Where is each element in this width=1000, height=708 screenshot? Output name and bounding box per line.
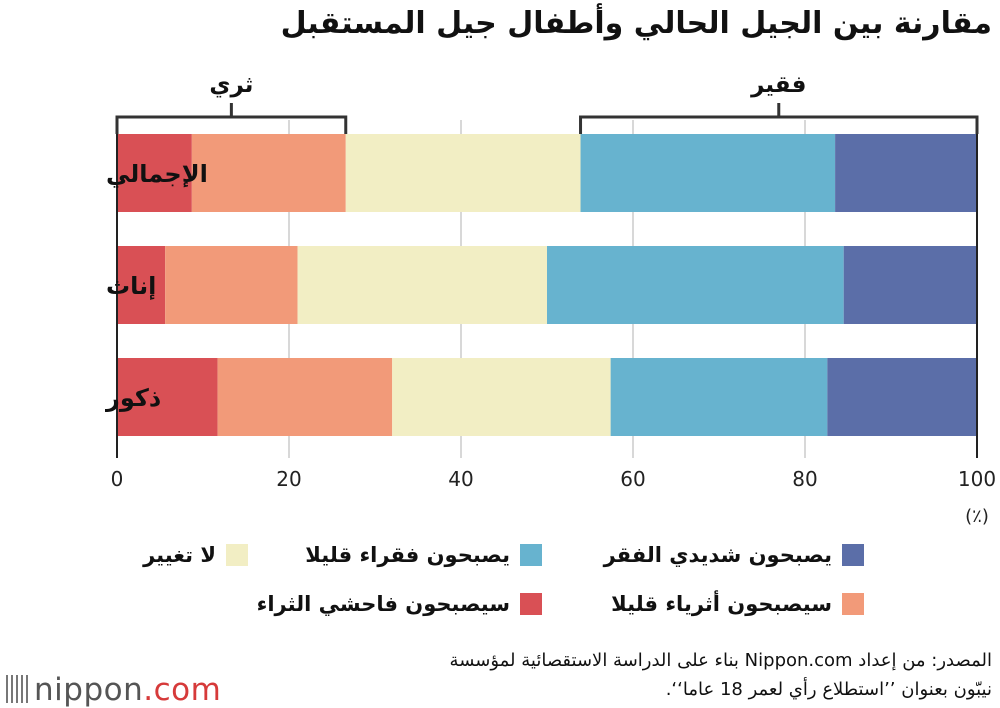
bar-very_rich-1 bbox=[117, 246, 166, 324]
source-line-2: نيبّون بعنوان ’’استطلاع رأي لعمر 18 عاما… bbox=[665, 679, 992, 700]
x-tick-label-40: 40 bbox=[448, 467, 473, 491]
x-tick-label-100: 100 bbox=[958, 467, 996, 491]
logo-name: nippon bbox=[34, 672, 144, 708]
legend-swatch-very-rich bbox=[520, 593, 542, 615]
x-tick-label-0: 0 bbox=[111, 467, 124, 491]
legend-item-very-rich: سيصبحون فاحشي الثراء bbox=[257, 592, 542, 616]
x-tick-label-80: 80 bbox=[792, 467, 817, 491]
x-axis-unit: (٪) bbox=[965, 506, 989, 527]
bar-very_rich-0 bbox=[117, 134, 192, 212]
legend-swatch-bit-poor bbox=[520, 544, 542, 566]
legend-item-very-poor: يصبحون شديدي الفقر bbox=[604, 543, 864, 567]
bar-no_change-0 bbox=[345, 134, 581, 212]
bar-bit_rich-1 bbox=[165, 246, 298, 324]
nippon-logo: nippon.com bbox=[6, 672, 221, 708]
legend-swatch-bit-rich bbox=[842, 593, 864, 615]
logo-bars-icon bbox=[6, 675, 28, 703]
bar-very_poor-0 bbox=[835, 134, 977, 212]
stacked-bar-chart: 0 20 40 60 80 100 (٪) الإجمالي إناث ذكور ثري فقير bbox=[105, 72, 996, 527]
legend-item-bit-rich: سيصبحون أثرياء قليلا bbox=[611, 592, 864, 616]
bar-no_change-2 bbox=[392, 358, 611, 436]
bar-bit_poor-1 bbox=[547, 246, 844, 324]
bar-bit_rich-0 bbox=[191, 134, 346, 212]
category-label-2: ذكور bbox=[105, 384, 161, 412]
legend-label-no-change: لا تغيير bbox=[143, 543, 216, 567]
category-label-1: إناث bbox=[106, 272, 156, 300]
bracket-label-0: ثري bbox=[209, 72, 253, 98]
bar-bit_poor-2 bbox=[610, 358, 828, 436]
chart-title: مقارنة بين الجيل الحالي وأطفال جيل المست… bbox=[280, 6, 992, 41]
bar-very_poor-1 bbox=[843, 246, 977, 324]
bar-very_rich-2 bbox=[117, 358, 218, 436]
bracket-line-0 bbox=[115, 115, 348, 134]
category-label-0: الإجمالي bbox=[106, 160, 208, 188]
x-tick-label-20: 20 bbox=[276, 467, 301, 491]
bar-very_poor-2 bbox=[827, 358, 977, 436]
legend-label-bit-poor: يصبحون فقراء قليلا bbox=[305, 543, 510, 567]
x-tick-label-60: 60 bbox=[620, 467, 645, 491]
source-note: المصدر: من إعداد Nippon.com بناء على الد… bbox=[272, 646, 992, 704]
bracket-line-1 bbox=[579, 115, 979, 134]
bar-bit_rich-2 bbox=[217, 358, 393, 436]
brackets: ثري فقير bbox=[115, 72, 979, 134]
legend-label-bit-rich: سيصبحون أثرياء قليلا bbox=[611, 592, 832, 616]
legend-item-no-change: لا تغيير bbox=[143, 543, 248, 567]
logo-suffix: .com bbox=[143, 672, 222, 708]
bar-bit_poor-0 bbox=[580, 134, 836, 212]
legend-item-bit-poor: يصبحون فقراء قليلا bbox=[305, 543, 542, 567]
legend-swatch-very-poor bbox=[842, 544, 864, 566]
legend-label-very-rich: سيصبحون فاحشي الثراء bbox=[256, 592, 510, 616]
category-labels: الإجمالي إناث ذكور bbox=[105, 160, 208, 412]
source-line-1: المصدر: من إعداد Nippon.com بناء على الد… bbox=[449, 650, 992, 671]
x-axis: 0 20 40 60 80 100 (٪) bbox=[111, 120, 996, 527]
legend-swatch-no-change bbox=[226, 544, 248, 566]
bars bbox=[117, 134, 977, 436]
legend-label-very-poor: يصبحون شديدي الفقر bbox=[603, 543, 832, 567]
bracket-label-1: فقير bbox=[750, 72, 806, 98]
bar-no_change-1 bbox=[297, 246, 547, 324]
